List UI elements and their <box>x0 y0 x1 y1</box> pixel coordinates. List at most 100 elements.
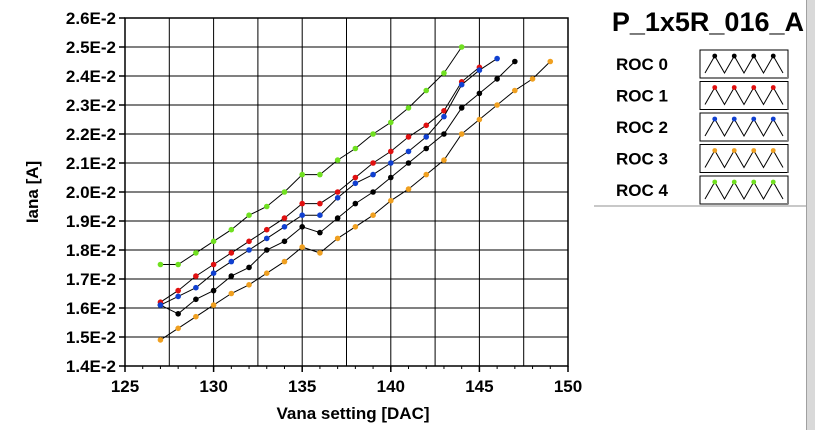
y-tick-label: 1.6E-2 <box>66 299 116 318</box>
legend-swatch-line <box>704 86 784 106</box>
data-point <box>547 58 554 65</box>
legend-swatch-point <box>751 85 757 90</box>
data-point <box>388 119 394 126</box>
data-point <box>334 195 341 201</box>
legend-swatch-point <box>712 85 718 90</box>
legend-entry: ROC 0 <box>616 49 789 79</box>
data-point <box>405 105 412 111</box>
data-point <box>405 148 412 155</box>
data-point <box>423 145 430 152</box>
data-point <box>281 215 288 221</box>
data-point <box>210 270 217 277</box>
data-point <box>263 226 270 233</box>
legend-swatch-point <box>731 179 737 185</box>
data-point <box>352 200 359 207</box>
data-point <box>370 131 376 137</box>
data-point <box>263 270 270 277</box>
y-tick-label: 2.2E-2 <box>66 125 116 144</box>
legend-swatch-line <box>704 149 784 169</box>
data-point <box>246 212 252 218</box>
data-point <box>281 238 288 245</box>
y-tick-label: 2.5E-2 <box>66 38 116 57</box>
legend-swatch-line <box>704 117 784 138</box>
data-point <box>512 87 518 94</box>
data-point <box>423 171 430 178</box>
data-point <box>441 70 447 76</box>
window-right-edge <box>806 0 815 430</box>
data-point <box>458 105 465 111</box>
series-line <box>160 58 498 306</box>
data-point <box>317 250 323 256</box>
data-point <box>423 87 430 94</box>
x-tick-label: 125 <box>111 377 139 396</box>
x-tick-label: 145 <box>465 377 493 396</box>
data-point <box>193 250 199 256</box>
x-axis-ticks: 125 130 135 140 145 150 <box>111 366 582 396</box>
data-point <box>317 200 323 207</box>
x-axis-title: Vana setting [DAC] <box>276 404 429 423</box>
y-tick-label: 1.8E-2 <box>66 241 116 260</box>
y-tick-label: 1.7E-2 <box>66 270 116 289</box>
legend-swatch-point <box>770 116 776 122</box>
data-point <box>299 171 306 178</box>
series-line <box>160 46 463 265</box>
y-tick-label: 2.4E-2 <box>66 67 116 86</box>
data-point <box>352 180 359 187</box>
data-point <box>157 337 164 343</box>
data-point <box>405 160 412 166</box>
data-point <box>299 224 306 230</box>
data-point <box>388 174 394 181</box>
y-tick-label: 2.0E-2 <box>66 183 116 202</box>
legend-swatch-point <box>731 85 737 90</box>
legend-swatch-point <box>712 53 718 59</box>
x-tick-label: 130 <box>199 377 227 396</box>
data-point <box>529 76 536 82</box>
legend: ROC 0 ROC 1 ROC 2 ROC 3 ROC 4 <box>594 49 806 207</box>
data-point <box>317 229 323 236</box>
data-point <box>228 290 235 297</box>
data-point <box>175 293 181 300</box>
data-point <box>334 157 341 163</box>
legend-entry: ROC 4 <box>616 175 789 205</box>
data-point <box>193 284 199 291</box>
data-point <box>246 238 252 245</box>
series-4 <box>157 44 465 268</box>
series-2 <box>157 55 500 308</box>
y-axis-ticks: 1.4E-2 1.5E-2 1.6E-2 1.7E-2 1.8E-2 1.9E-2 2.0E… <box>66 9 125 376</box>
data-point <box>246 282 252 288</box>
legend-entry: ROC 3 <box>616 144 789 173</box>
data-point <box>441 113 447 120</box>
legend-label: ROC 4 <box>616 181 669 200</box>
series-3 <box>157 58 554 343</box>
y-tick-label: 2.6E-2 <box>66 9 116 28</box>
legend-swatch-point <box>731 53 737 59</box>
legend-swatch-line <box>704 180 784 201</box>
series-lines <box>157 44 554 343</box>
data-point <box>370 171 376 178</box>
data-point <box>228 273 235 279</box>
x-tick-label: 140 <box>377 377 405 396</box>
data-point <box>352 145 359 152</box>
data-point <box>370 189 376 195</box>
legend-swatch-point <box>770 53 776 59</box>
data-point <box>193 313 199 320</box>
y-tick-label: 2.1E-2 <box>66 154 116 173</box>
data-point <box>441 108 447 114</box>
data-point <box>246 264 252 271</box>
data-point <box>281 189 288 195</box>
data-point <box>458 81 465 88</box>
data-point <box>175 287 181 294</box>
data-point <box>458 44 465 50</box>
data-point <box>370 160 376 166</box>
data-point <box>388 148 394 155</box>
data-point <box>281 258 288 265</box>
legend-swatch-point <box>770 148 776 153</box>
data-point <box>476 116 483 123</box>
data-point <box>476 90 483 97</box>
legend-label: ROC 2 <box>616 118 668 137</box>
data-point <box>494 55 500 62</box>
series-1 <box>157 64 483 306</box>
legend-entry: ROC 1 <box>616 81 789 110</box>
data-point <box>352 224 359 230</box>
